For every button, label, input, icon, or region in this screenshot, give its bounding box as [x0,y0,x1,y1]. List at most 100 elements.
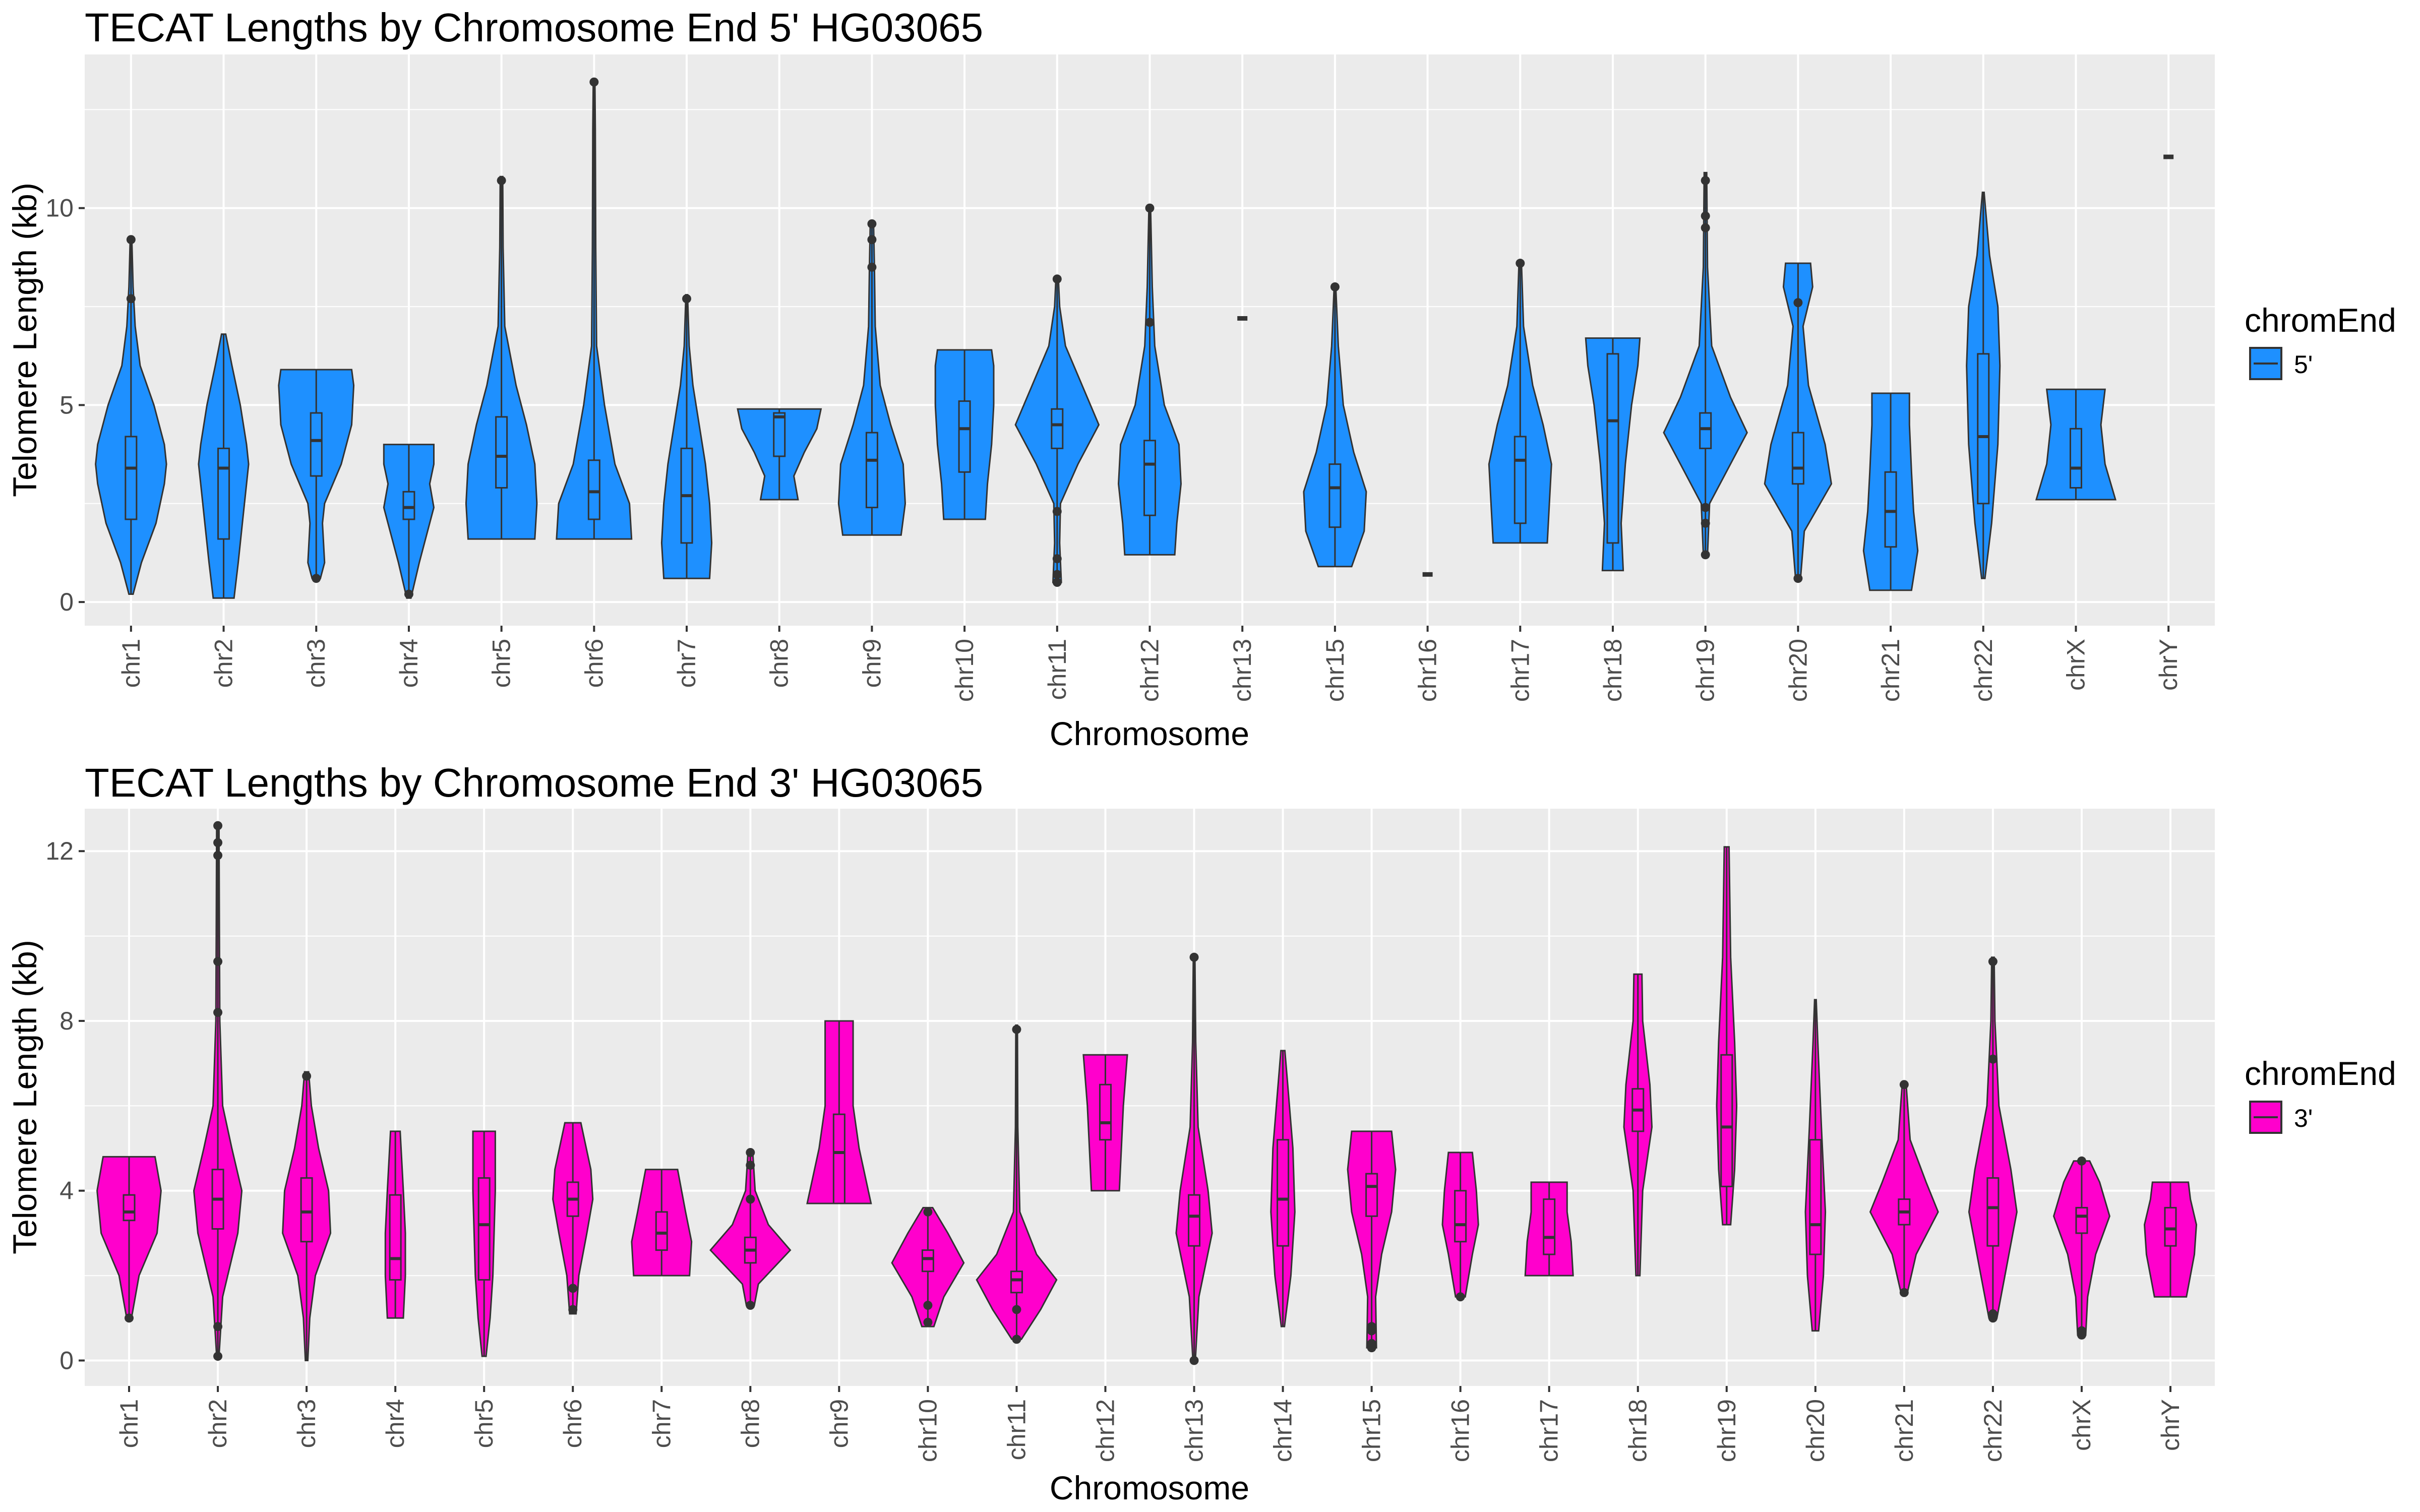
outlier-point [867,219,877,228]
x-tick-label: chr12 [1136,639,1164,702]
y-tick-label: 0 [59,588,74,616]
box [1791,432,1804,485]
outlier-point [1988,1054,1998,1064]
x-tick-label: chr1 [117,639,145,688]
violin-chr11 [976,1024,1058,1344]
box [495,416,508,489]
x-tick-label: chr9 [825,1399,853,1448]
outlier-point [1701,176,1710,186]
box [832,1113,845,1204]
x-tick-label: chr20 [1801,1399,1830,1462]
violin-chr17 [1524,1181,1574,1277]
violin-chr22 [1966,192,2001,579]
outlier-point [312,574,321,583]
violin-chr11 [1014,274,1100,587]
violin-chr3 [278,369,355,583]
violin-chr5 [472,1130,496,1357]
y-tick-label: 10 [45,194,74,222]
x-tick-label: chr5 [470,1399,498,1448]
y-axis: 0 5 10 [45,194,85,616]
y-tick-label: 4 [59,1177,74,1205]
outlier-point [746,1194,755,1204]
outlier-point [213,1352,223,1361]
box [1809,1139,1822,1255]
violin-chr21 [1862,392,1919,591]
plot-background [85,809,2215,1386]
outlier-point [1367,1339,1376,1348]
legend-label: 3' [2294,1104,2313,1132]
violin-chr8 [737,408,822,501]
violin-chr18 [1623,973,1653,1277]
box [1010,1271,1023,1294]
y-axis: 0 4 8 12 [45,837,85,1374]
x-tick-label: chrX [2068,1399,2096,1451]
outlier-point [1189,952,1199,962]
box [217,447,230,540]
outlier-point [1793,298,1803,308]
violin-chr3 [282,1071,332,1361]
outlier-point [1052,570,1062,579]
box [1277,1139,1290,1247]
violin-chr17 [1488,259,1552,544]
outlier-point [213,1008,223,1017]
box [310,412,323,477]
box [958,400,971,473]
x-axis-title: Chromosome [1050,715,1249,752]
violin-chr15 [1347,1130,1397,1353]
box [1884,471,1897,548]
outlier-point [923,1207,933,1217]
box [587,459,600,520]
outlier-point [1145,318,1155,327]
outlier-point [213,957,223,966]
violin-chr1 [95,235,167,595]
x-tick-label: chr4 [395,639,423,688]
outlier-point [213,838,223,848]
legend-title: chromEnd [2245,1055,2396,1092]
outlier-point [1330,282,1340,292]
box [389,1194,402,1281]
legend-title: chromEnd [2245,301,2396,339]
x-tick-label: chr19 [1691,639,1720,702]
box [1143,440,1156,516]
x-tick-label: chr10 [914,1399,942,1462]
box [1543,1198,1556,1255]
x-tick-label: chr17 [1506,639,1534,702]
box [402,491,415,520]
violin-chrX [2035,388,2117,501]
x-tick-label: chr3 [292,1399,321,1448]
violin-chr9 [837,219,906,536]
x-tick-label: chr8 [765,639,794,688]
x-axis-title: Chromosome [1050,1469,1249,1506]
box [1514,436,1527,524]
x-tick-label: chr3 [302,639,330,688]
x-tick-label: chr5 [488,639,516,688]
x-tick-label: chr6 [580,639,608,688]
x-tick-label: chr17 [1535,1399,1563,1462]
x-tick-label: chr6 [559,1399,587,1448]
x-tick-label: chr16 [1446,1399,1475,1462]
box [773,412,786,457]
x-tick-label: chr15 [1358,1399,1386,1462]
outlier-point [867,235,877,245]
outlier-point [1145,203,1155,213]
outlier-point [1189,1356,1199,1365]
x-tick-label: chr2 [204,1399,232,1448]
violin-chr16 [1441,1152,1479,1302]
outlier-point [213,821,223,830]
violin-chr2 [198,333,250,599]
outlier-point [1012,1024,1021,1034]
x-tick-label: chr10 [950,639,979,702]
violin-chr12 [1082,1054,1128,1192]
x-tick-label: chr21 [1890,1399,1918,1462]
outlier-point [1516,259,1525,268]
y-tick-label: 8 [59,1007,74,1035]
outlier-point [1052,507,1062,516]
violin-chrY [2143,1181,2198,1298]
box [125,436,138,520]
y-axis-title: Telomere Length (kb) [6,183,43,497]
box [921,1249,934,1273]
outlier-point [1052,274,1062,284]
outlier-point [213,1322,223,1332]
legend: chromEnd 5' [2245,301,2396,380]
y-tick-label: 5 [59,391,74,419]
